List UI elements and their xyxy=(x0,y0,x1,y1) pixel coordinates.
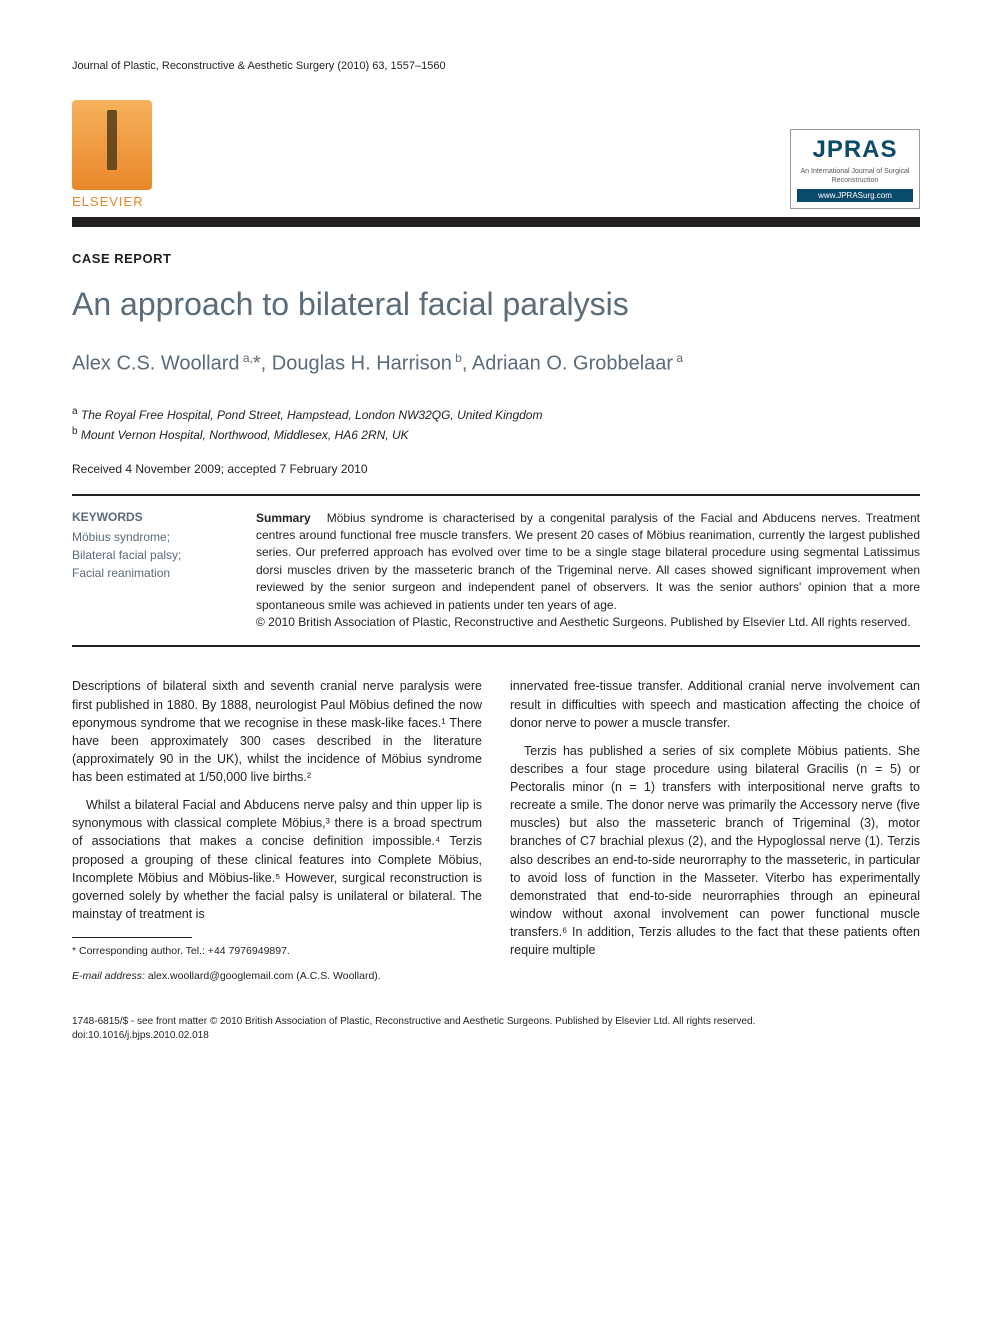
author-2: Douglas H. Harrison xyxy=(272,353,452,375)
journal-acronym: JPRAS xyxy=(797,136,913,164)
footnote-separator xyxy=(72,937,192,938)
article-title: An approach to bilateral facial paralysi… xyxy=(72,286,920,323)
journal-url[interactable]: www.JPRASurg.com xyxy=(797,189,913,202)
corresponding-author-note: * Corresponding author. Tel.: +44 797694… xyxy=(72,944,482,959)
abstract-block: KEYWORDS Möbius syndrome; Bilateral faci… xyxy=(72,494,920,648)
affiliation-b: b Mount Vernon Hospital, Northwood, Midd… xyxy=(72,424,920,444)
article-history: Received 4 November 2009; accepted 7 Feb… xyxy=(72,462,920,476)
keywords-heading: KEYWORDS xyxy=(72,510,232,524)
author-3: Adriaan O. Grobbelaar xyxy=(472,353,673,375)
affiliation-a-text: The Royal Free Hospital, Pond Street, Ha… xyxy=(81,408,543,422)
keywords-list: Möbius syndrome; Bilateral facial palsy;… xyxy=(72,528,232,582)
body-para-1: Descriptions of bilateral sixth and seve… xyxy=(72,677,482,786)
footer-copyright: 1748-6815/$ - see front matter © 2010 Br… xyxy=(72,1015,920,1029)
journal-cover-box: JPRAS An International Journal of Surgic… xyxy=(790,129,920,209)
summary-copyright: © 2010 British Association of Plastic, R… xyxy=(256,615,911,629)
summary-label: Summary xyxy=(256,511,311,525)
page-footer: 1748-6815/$ - see front matter © 2010 Br… xyxy=(72,1015,920,1043)
header-row: ELSEVIER JPRAS An International Journal … xyxy=(72,100,920,209)
affiliation-a: a The Royal Free Hospital, Pond Street, … xyxy=(72,404,920,424)
affiliation-b-text: Mount Vernon Hospital, Northwood, Middle… xyxy=(81,428,409,442)
email-label: E-mail address: xyxy=(72,970,145,982)
author-1-affil: a, xyxy=(239,351,252,365)
publisher-logo: ELSEVIER xyxy=(72,100,162,209)
body-para-2: Whilst a bilateral Facial and Abducens n… xyxy=(72,796,482,923)
right-column: innervated free-tissue transfer. Additio… xyxy=(510,677,920,993)
running-header: Journal of Plastic, Reconstructive & Aes… xyxy=(72,60,920,72)
author-1: Alex C.S. Woollard xyxy=(72,353,239,375)
email-address[interactable]: alex.woollard@googlemail.com xyxy=(148,970,293,982)
email-author-name: (A.C.S. Woollard). xyxy=(296,970,380,982)
keywords-column: KEYWORDS Möbius syndrome; Bilateral faci… xyxy=(72,510,232,632)
left-column: Descriptions of bilateral sixth and seve… xyxy=(72,677,482,993)
article-page: Journal of Plastic, Reconstructive & Aes… xyxy=(0,0,992,1083)
journal-subtitle: An International Journal of Surgical Rec… xyxy=(797,168,913,185)
body-para-4: Terzis has published a series of six com… xyxy=(510,742,920,960)
corresponding-marker: * xyxy=(253,353,261,375)
author-2-affil: b xyxy=(452,351,462,365)
elsevier-tree-icon xyxy=(72,100,152,190)
header-rule xyxy=(72,217,920,227)
summary-column: Summary Möbius syndrome is characterised… xyxy=(256,510,920,632)
author-list: Alex C.S. Woollard a,*, Douglas H. Harri… xyxy=(72,351,920,376)
author-3-affil: a xyxy=(673,351,683,365)
summary-text: Möbius syndrome is characterised by a co… xyxy=(256,511,920,612)
body-columns: Descriptions of bilateral sixth and seve… xyxy=(72,677,920,993)
affiliations: a The Royal Free Hospital, Pond Street, … xyxy=(72,404,920,444)
corresponding-email: E-mail address: alex.woollard@googlemail… xyxy=(72,969,482,984)
footer-doi: doi:10.1016/j.bjps.2010.02.018 xyxy=(72,1029,920,1043)
publisher-name: ELSEVIER xyxy=(72,194,162,209)
article-type: CASE REPORT xyxy=(72,251,920,266)
body-para-3: innervated free-tissue transfer. Additio… xyxy=(510,677,920,731)
